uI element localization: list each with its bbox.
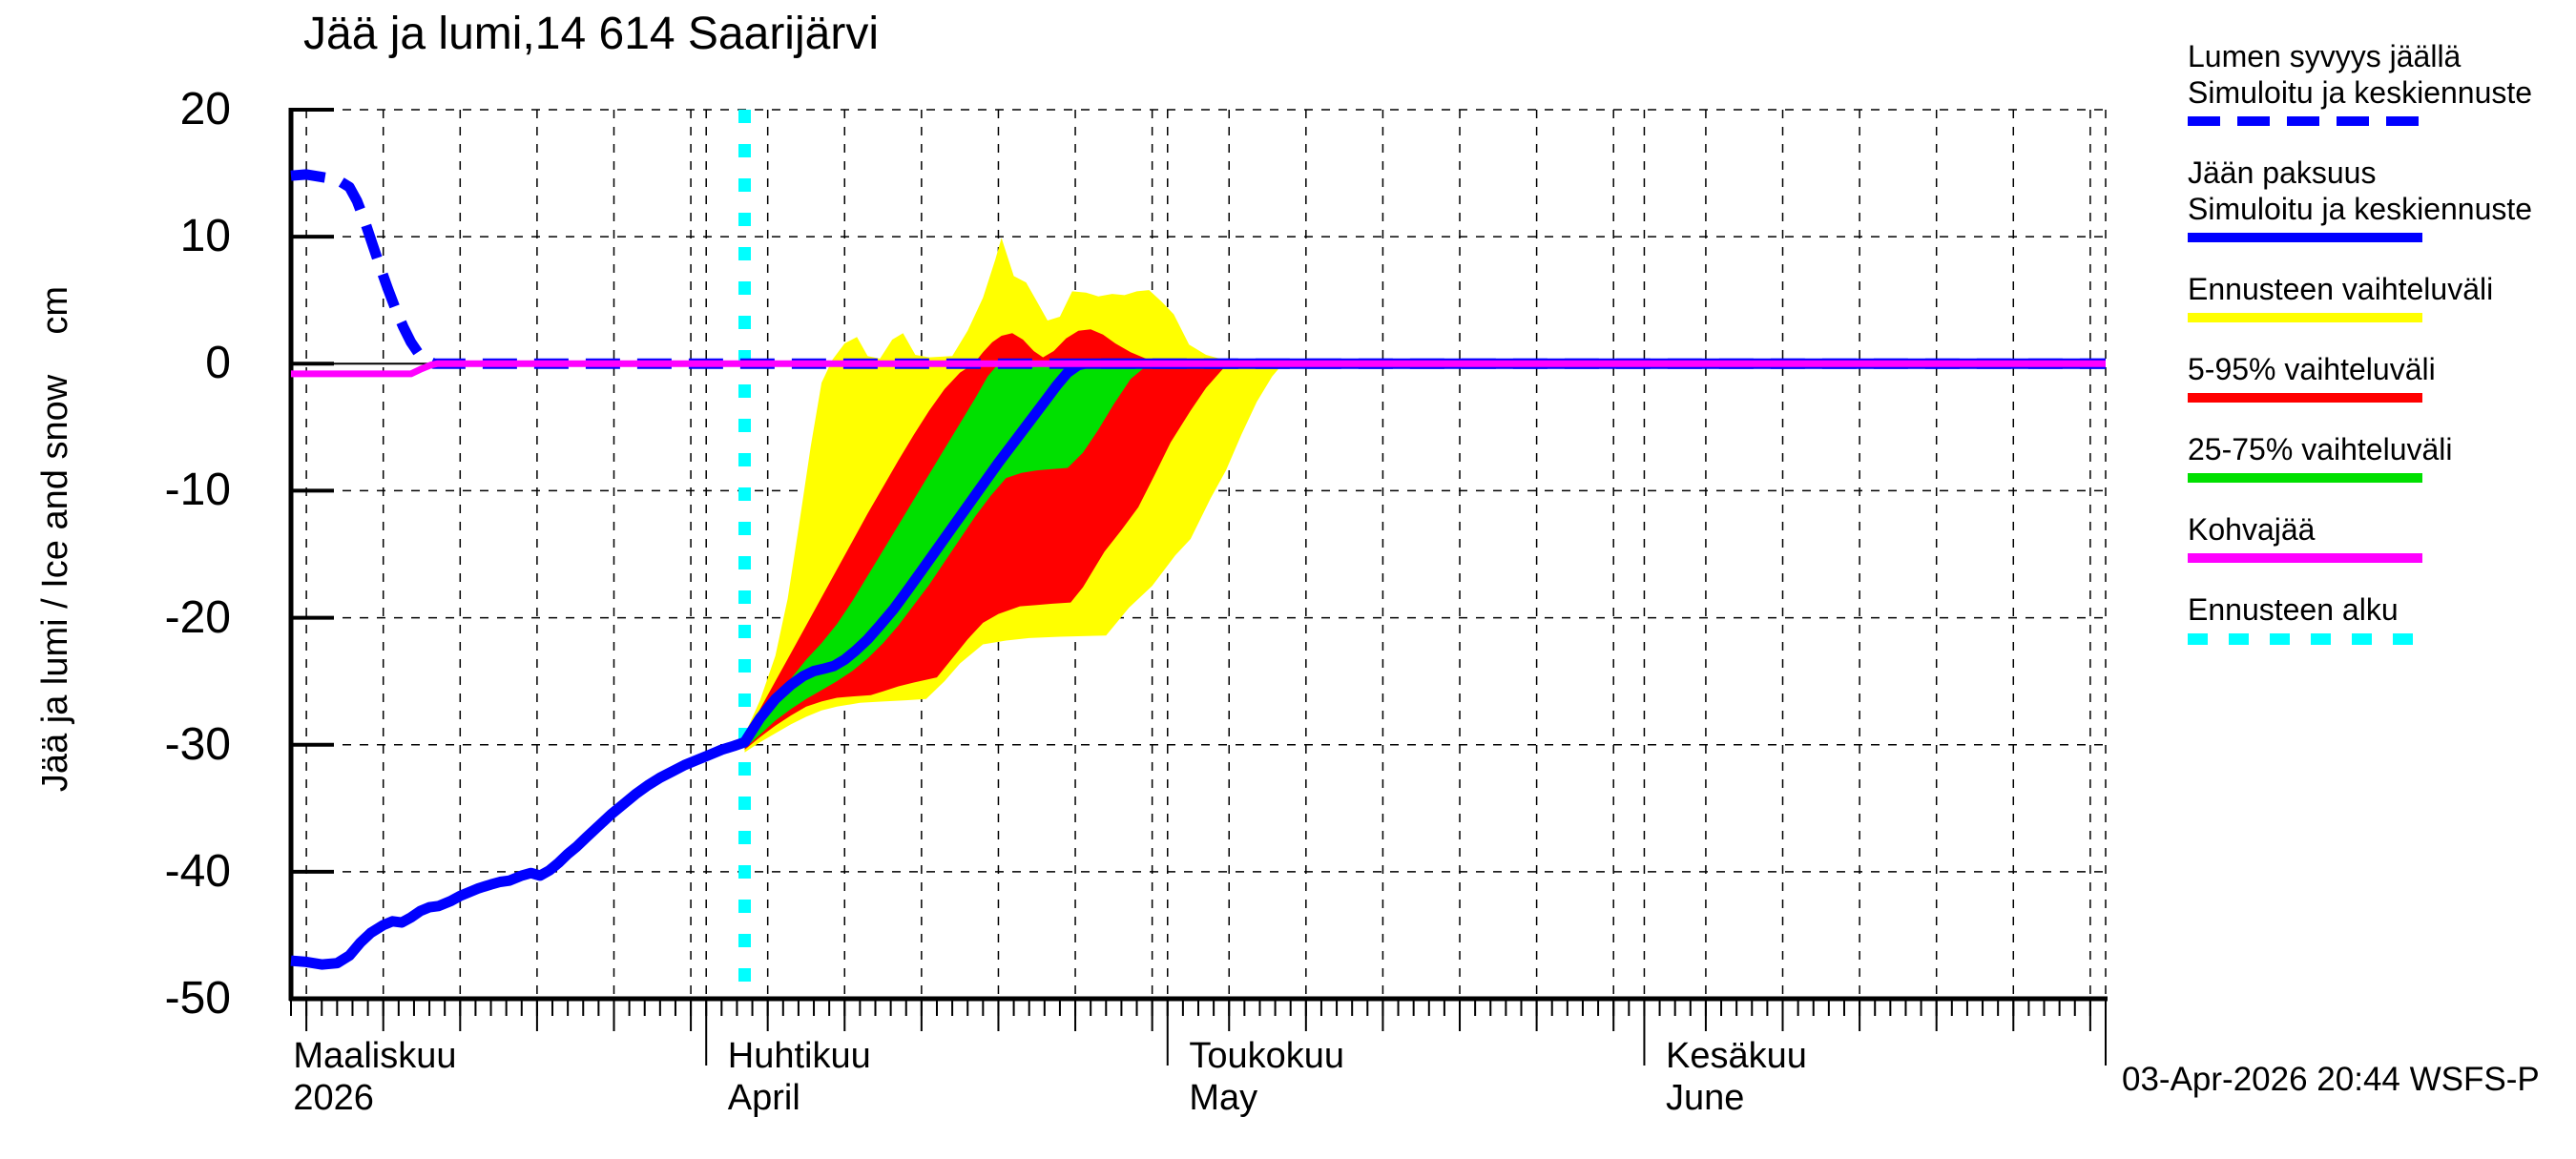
y-tick-label: -10 [164,465,231,516]
legend-line-sample [2188,553,2422,563]
legend-entry: Kohvajää [2188,511,2445,563]
legend-entry: Lumen syvyys jäällä Simuloitu ja keskienn… [2188,38,2533,126]
kohvajaa-line [291,360,2106,378]
month-label-fi: Toukokuu [1189,1036,1344,1076]
legend-entry: 25-75% vaihteluväli [2188,431,2453,483]
legend: Lumen syvyys jäällä Simuloitu ja keskienn… [2188,38,2533,673]
legend-label: Simuloitu ja keskiennuste [2188,75,2533,110]
chart-title: Jää ja lumi,14 614 Saarijärvi [303,9,879,59]
month-label-en: April [727,1078,800,1118]
legend-label: Lumen syvyys jäällä [2188,39,2462,73]
ice-thickness-line [290,358,2106,970]
legend-label: Jään paksuus [2188,155,2377,190]
y-tick-label: 0 [205,338,231,389]
snow-depth-line [290,169,2106,369]
month-label: Maaliskuu 2026 [293,1035,456,1119]
y-tick-label: -20 [164,591,231,643]
month-label: Toukokuu May [1189,1035,1344,1119]
legend-label: Ennusteen alku [2188,592,2399,627]
y-tick-label: -40 [164,845,231,897]
y-tick-label: 20 [179,84,231,135]
legend-line-sample [2188,473,2422,483]
legend-line-sample [2188,393,2422,403]
legend-label: 5-95% vaihteluväli [2188,352,2436,386]
month-label-en: May [1189,1078,1258,1118]
month-label: Huhtikuu April [728,1035,871,1119]
legend-line-sample [2188,233,2422,242]
month-label: Kesäkuu June [1666,1035,1807,1119]
legend-entry: 5-95% vaihteluväli [2188,351,2445,403]
month-label-en: 2026 [293,1078,374,1118]
month-label-fi: Huhtikuu [727,1036,871,1076]
y-tick-label: 10 [179,211,231,262]
legend-label: Simuloitu ja keskiennuste [2188,192,2533,226]
legend-line-sample [2188,116,2422,126]
month-label-fi: Kesäkuu [1666,1036,1807,1076]
legend-label: Ennusteen vaihteluväli [2188,272,2494,306]
legend-line-sample [2188,313,2422,322]
timestamp: 03-Apr-2026 20:44 WSFS-P [2122,1061,2540,1098]
y-axis-label: Jää ja lumi / Ice and snow cm [35,285,75,793]
legend-entry: Ennusteen alku [2188,591,2445,645]
legend-label: 25-75% vaihteluväli [2188,432,2453,466]
legend-label: Kohvajää [2188,512,2316,547]
legend-entry: Ennusteen vaihteluväli [2188,271,2494,322]
legend-line-sample [2188,633,2422,645]
legend-entry: Jään paksuus Simuloitu ja keskiennuste [2188,155,2533,242]
month-label-en: June [1666,1078,1745,1118]
y-tick-label: -30 [164,718,231,770]
month-label-fi: Maaliskuu [293,1036,457,1076]
y-tick-label: -50 [164,973,231,1024]
